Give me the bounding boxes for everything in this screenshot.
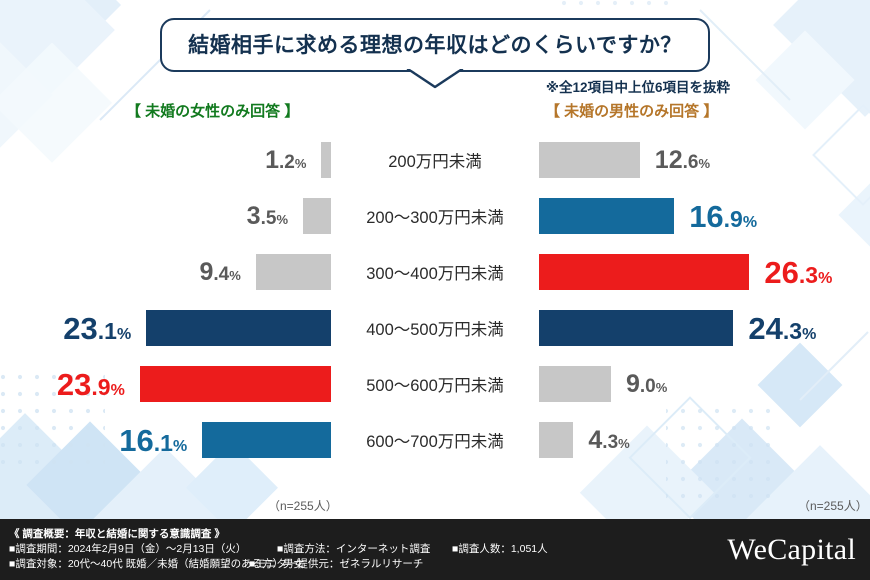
survey-count: ■調査人数：1,051人	[452, 543, 548, 556]
bar-value-label: 9.4%	[199, 257, 241, 286]
category-label: 200〜300万円未満	[366, 209, 504, 227]
bar-group-female: 23.9%	[0, 366, 331, 402]
bar-value-label: 12.6%	[654, 145, 711, 174]
bar-female	[146, 310, 331, 346]
chart-row: 3.5% 200〜300万円未満 16.9%	[0, 188, 870, 244]
bar-female	[303, 198, 331, 234]
category-label: 300〜400万円未満	[366, 265, 504, 283]
bar-group-male: 9.0%	[539, 366, 870, 402]
bar-value-label: 23.1%	[63, 310, 132, 346]
category-label: 500〜600万円未満	[366, 377, 504, 395]
title-box: 結婚相手に求める理想の年収はどのくらいですか？	[160, 18, 710, 89]
survey-period: ■調査期間：2024年2月9日（金）〜2月13日（火）	[9, 543, 247, 556]
bar-value-label: 24.3%	[748, 310, 817, 346]
survey-target: ■調査対象：20代〜40代 既婚／未婚（結婚願望のある方）男女	[9, 557, 305, 570]
bar-value-label: 23.9%	[56, 366, 125, 402]
chart-row: 9.4% 300〜400万円未満 26.3%	[0, 244, 870, 300]
chart-row: 16.1% 600〜700万円未満 4.3%	[0, 412, 870, 468]
category-label: 600〜700万円未満	[366, 433, 504, 451]
speech-tail	[406, 69, 464, 89]
survey-monitor: ■モニター提供元：ゼネラルリサーチ	[249, 557, 424, 570]
survey-heading: 《 調査概要：年収と結婚に関する意識調査 》	[9, 528, 225, 541]
bar-group-female: 9.4%	[0, 254, 331, 290]
survey-line-1: ■調査期間：2024年2月9日（金）〜2月13日（火） ■調査方法：インターネッ…	[9, 542, 548, 557]
bar-value-label: 9.0%	[626, 369, 668, 398]
bar-female	[139, 366, 331, 402]
bar-female	[202, 422, 331, 458]
bar-value-label: 3.5%	[246, 201, 288, 230]
category-label: 400〜500万円未満	[366, 321, 504, 339]
bar-group-female: 1.2%	[0, 142, 331, 178]
wecapital-logo: WeCapital	[727, 532, 856, 566]
bar-group-female: 16.1%	[0, 422, 331, 458]
bar-value-label: 4.3%	[588, 425, 630, 454]
bar-group-male: 16.9%	[539, 198, 870, 234]
sample-size-right: （n=255人）	[798, 499, 868, 513]
survey-method: ■調査方法：インターネット調査	[277, 543, 431, 556]
chart-row: 23.1% 400〜500万円未満 24.3%	[0, 300, 870, 356]
bar-male	[539, 422, 574, 458]
bar-male	[539, 310, 734, 346]
bar-value-label: 16.9%	[689, 198, 758, 234]
bar-group-female: 23.1%	[0, 310, 331, 346]
bar-value-label: 16.1%	[119, 422, 188, 458]
survey-overview: 《 調査概要：年収と結婚に関する意識調査 》 ■調査期間：2024年2月9日（金…	[0, 527, 548, 572]
bar-male	[539, 142, 640, 178]
bar-group-male: 4.3%	[539, 422, 870, 458]
chart-row: 23.9% 500〜600万円未満 9.0%	[0, 356, 870, 412]
bar-male	[539, 254, 750, 290]
note-text: ※全12項目中上位6項目を抜粋	[545, 80, 730, 95]
survey-line-2: ■調査対象：20代〜40代 既婚／未婚（結婚願望のある方）男女 ■モニター提供元…	[9, 557, 548, 572]
category-label: 200万円未満	[388, 153, 482, 171]
page-title: 結婚相手に求める理想の年収はどのくらいですか？	[188, 34, 682, 57]
bar-group-male: 12.6%	[539, 142, 870, 178]
legend-male: 【 未婚の男性のみ回答 】	[545, 103, 719, 120]
bar-male	[539, 366, 611, 402]
chart-row: 1.2% 200万円未満 12.6%	[0, 132, 870, 188]
legend-female: 【 未婚の女性のみ回答 】	[126, 103, 300, 120]
diverging-bar-chart: 1.2% 200万円未満 12.6% 3.5% 200〜300万円未満 16.9% 9.4%…	[0, 132, 870, 468]
bar-female	[255, 254, 331, 290]
bar-group-female: 3.5%	[0, 198, 331, 234]
sample-size-left: （n=255人）	[268, 499, 338, 513]
bar-value-label: 1.2%	[265, 145, 307, 174]
bar-male	[539, 198, 675, 234]
footer-bar: 《 調査概要：年収と結婚に関する意識調査 》 ■調査期間：2024年2月9日（金…	[0, 519, 870, 580]
bar-group-male: 24.3%	[539, 310, 870, 346]
bar-female	[321, 142, 331, 178]
bar-value-label: 26.3%	[764, 254, 833, 290]
title-container: 結婚相手に求める理想の年収はどのくらいですか？	[0, 18, 870, 89]
bar-group-male: 26.3%	[539, 254, 870, 290]
